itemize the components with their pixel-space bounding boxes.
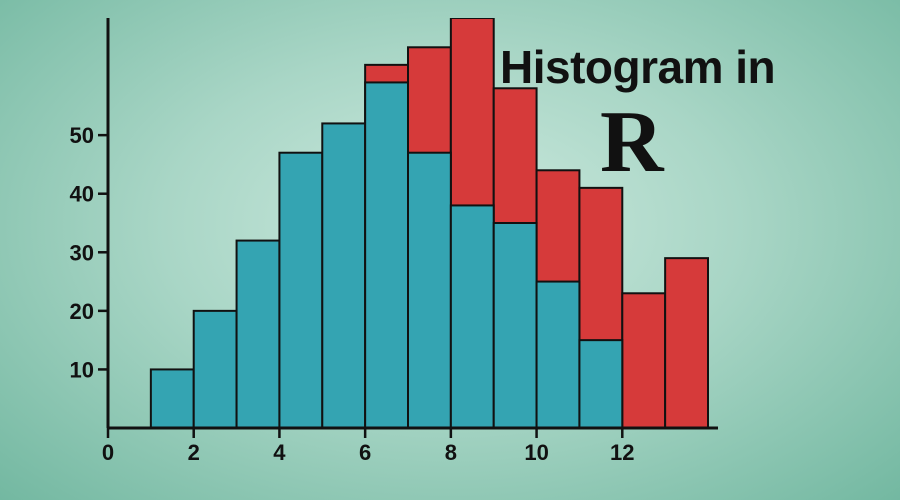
bar-teal (279, 153, 322, 428)
bar-teal (408, 153, 451, 428)
y-tick-label: 30 (70, 240, 94, 265)
figure-stage: 10 20 30 40 50 0 2 4 6 8 10 12 Histogram in R (0, 0, 900, 500)
x-tick-label: 6 (359, 440, 371, 465)
y-tick-label: 10 (70, 357, 94, 382)
x-tick-label: 0 (102, 440, 114, 465)
x-tick-label: 4 (273, 440, 286, 465)
bar-teal (194, 311, 237, 428)
y-tick-label: 50 (70, 123, 94, 148)
title-line-2: R (600, 92, 664, 193)
x-tick-label: 8 (445, 440, 457, 465)
x-tick-label: 10 (524, 440, 548, 465)
bar-teal (322, 123, 365, 428)
bar-teal (237, 241, 280, 428)
bar-teal (451, 205, 494, 428)
bar-teal (537, 282, 580, 428)
bar-teal (494, 223, 537, 428)
bar-red (665, 258, 708, 428)
bar-teal (579, 340, 622, 428)
bar-red (622, 293, 665, 428)
bar-teal (151, 369, 194, 428)
x-tick-label: 2 (188, 440, 200, 465)
x-tick-label: 12 (610, 440, 634, 465)
y-tick-label: 40 (70, 182, 94, 207)
bar-teal (365, 82, 408, 428)
y-tick-label: 20 (70, 299, 94, 324)
title-line-1: Histogram in (500, 40, 775, 94)
